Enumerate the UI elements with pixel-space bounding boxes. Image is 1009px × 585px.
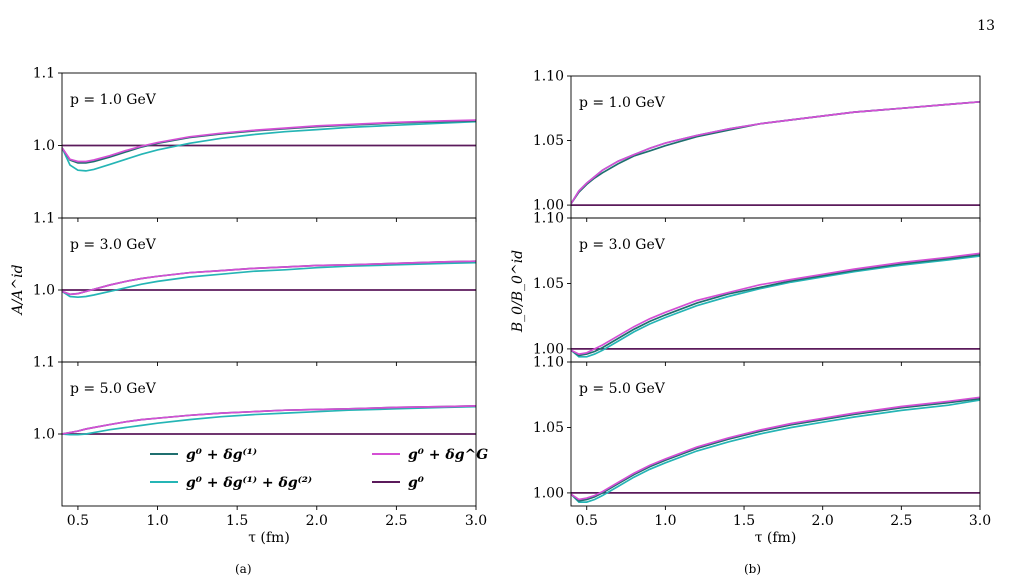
x-tick-label: 3.0	[969, 513, 991, 529]
y-tick-label: 1.0	[33, 283, 55, 299]
series-line-3	[62, 260, 476, 296]
subplot-annotation: p = 3.0 GeV	[70, 237, 157, 253]
x-axis-label: τ (fm)	[248, 530, 290, 546]
x-tick-label: 2.0	[812, 513, 834, 529]
series-line-1	[571, 100, 980, 205]
y-tick-label: 1.10	[533, 69, 564, 85]
series-line-3	[62, 405, 476, 435]
y-tick-label: 1.1	[33, 66, 55, 82]
legend-item-4: g⁰	[372, 475, 424, 491]
subplot-b-2: 1.00 1.05 1.10 p = 3.0 GeV	[533, 211, 981, 366]
y-axis-label: A/A^id	[10, 264, 26, 316]
y-tick-label: 1.05	[533, 420, 564, 436]
y-tick-label: 1.00	[533, 485, 564, 501]
y-tick-label: 1.10	[533, 355, 564, 371]
y-tick-label: 1.0	[33, 427, 55, 443]
legend-item-2: g⁰ + δg⁽¹⁾ + δg⁽²⁾	[150, 475, 312, 491]
legend: g⁰ + δg⁽¹⁾ g⁰ + δg⁽¹⁾ + δg⁽²⁾ g⁰ + δg^G g⁰	[150, 447, 488, 491]
x-tick-label: 0.5	[576, 513, 598, 529]
x-tick-label: 1.0	[146, 513, 168, 529]
axes-frame	[570, 361, 981, 507]
subplot-annotation: p = 5.0 GeV	[70, 381, 157, 397]
series-line-2	[62, 120, 476, 172]
chart-panel-a: 1.0 1.1 p = 1.0 GeV 1.0 1.1 p = 3.0 GeV 1.0 1.1…	[10, 66, 487, 547]
y-tick-label: 1.0	[33, 138, 55, 154]
series-line-3	[571, 396, 980, 501]
series-line-1	[62, 120, 476, 164]
series-line-1	[571, 253, 980, 357]
subplot-a-1: 1.0 1.1 p = 1.0 GeV	[33, 66, 477, 222]
x-axis-label: τ (fm)	[755, 530, 797, 546]
y-tick-label: 1.05	[533, 133, 564, 149]
y-axis-label: B_0/B_0^id	[510, 250, 526, 333]
x-tick-label: 0.5	[67, 513, 89, 529]
x-tick-label: 2.0	[306, 513, 328, 529]
subplot-b-1: 1.00 1.05 1.10 p = 1.0 GeV	[533, 69, 981, 222]
series-line-2	[571, 399, 980, 503]
x-tick-label: 1.5	[226, 513, 248, 529]
y-tick-label: 1.10	[533, 211, 564, 227]
x-tick-label: 2.5	[890, 513, 912, 529]
caption-b: (b)	[744, 562, 762, 576]
x-tick-label: 2.5	[385, 513, 407, 529]
legend-label: g⁰ + δg^G	[408, 447, 488, 463]
y-tick-label: 1.00	[533, 341, 564, 357]
legend-label: g⁰ + δg⁽¹⁾ + δg⁽²⁾	[186, 475, 312, 491]
chart-panel-b: 1.00 1.05 1.10 p = 1.0 GeV 1.00 1.05 1.10 p = 3…	[510, 69, 991, 547]
x-tick-label: 1.5	[733, 513, 755, 529]
legend-label: g⁰ + δg⁽¹⁾	[186, 447, 257, 463]
y-tick-label: 1.1	[33, 355, 55, 371]
y-tick-label: 1.05	[533, 276, 564, 292]
series-line-3	[62, 119, 476, 163]
caption-a: (a)	[235, 562, 252, 576]
legend-label: g⁰	[408, 475, 424, 491]
subplot-annotation: p = 5.0 GeV	[579, 381, 666, 397]
subplot-annotation: p = 3.0 GeV	[579, 237, 666, 253]
series-line-2	[571, 255, 980, 358]
series-line-2	[62, 261, 476, 299]
x-tick-label: 3.0	[465, 513, 487, 529]
subplot-a-3: 1.0 1.1 p = 5.0 GeV	[33, 355, 477, 510]
series-line-3	[571, 252, 980, 355]
subplot-annotation: p = 1.0 GeV	[579, 95, 666, 111]
subplot-annotation: p = 1.0 GeV	[70, 92, 157, 108]
legend-item-3: g⁰ + δg^G	[372, 447, 488, 463]
x-tick-label: 1.0	[654, 513, 676, 529]
subplot-b-3: 1.00 1.05 1.10 p = 5.0 GeV	[533, 355, 981, 510]
page-number: 13	[977, 18, 995, 34]
series-line-2	[62, 405, 476, 436]
series-line-3	[571, 100, 980, 205]
y-tick-label: 1.00	[533, 198, 564, 214]
subplot-a-2: 1.0 1.1 p = 3.0 GeV	[33, 211, 477, 366]
series-line-2	[571, 100, 980, 205]
series-line-1	[571, 397, 980, 502]
y-tick-label: 1.1	[33, 211, 55, 227]
legend-item-1: g⁰ + δg⁽¹⁾	[150, 447, 257, 463]
